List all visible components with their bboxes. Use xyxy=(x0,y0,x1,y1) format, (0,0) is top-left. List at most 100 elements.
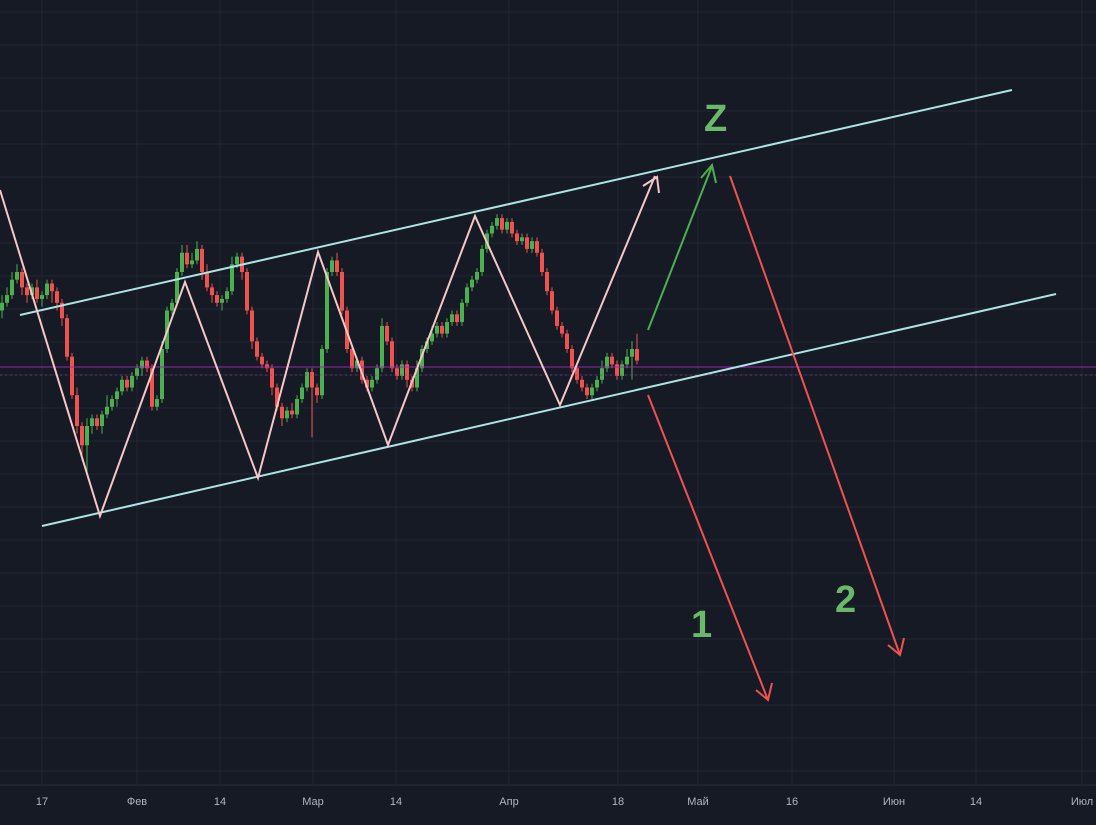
candle-body xyxy=(335,260,339,272)
candle xyxy=(70,352,74,400)
candle-body xyxy=(470,279,474,288)
candle xyxy=(525,233,529,253)
candle xyxy=(455,310,459,326)
candle-body xyxy=(340,272,344,311)
candle-body xyxy=(55,291,59,303)
channel-lower-line[interactable] xyxy=(41,293,1057,527)
candle xyxy=(475,268,479,284)
candle xyxy=(330,256,334,276)
candle xyxy=(615,360,619,380)
candle-body xyxy=(110,399,114,407)
time-axis-background xyxy=(0,786,1096,825)
candle xyxy=(20,268,24,296)
candle xyxy=(205,264,209,292)
candle xyxy=(265,360,269,373)
x-tick-label: Мар xyxy=(302,796,324,808)
candle-body xyxy=(305,372,309,388)
candle-body xyxy=(520,237,524,242)
x-tick-label: Июн xyxy=(883,796,905,808)
candle-body xyxy=(280,406,284,419)
candle-body xyxy=(290,410,294,415)
candle xyxy=(250,306,254,349)
candle-body xyxy=(190,260,194,265)
candle-body xyxy=(385,325,389,342)
candle xyxy=(10,272,14,299)
candle-body xyxy=(625,356,629,365)
x-tick-label: 18 xyxy=(612,796,624,808)
channel-upper-line[interactable] xyxy=(19,89,1013,316)
candle xyxy=(535,237,539,257)
candle xyxy=(600,360,604,384)
candle-body xyxy=(125,379,129,388)
label-2: 2 xyxy=(835,579,856,621)
candle-body xyxy=(210,287,214,296)
candle xyxy=(480,245,484,276)
candle-body xyxy=(570,349,574,369)
candle-body xyxy=(35,287,39,299)
candle-body xyxy=(605,356,609,369)
candle-body xyxy=(415,368,419,388)
candle xyxy=(445,318,449,338)
candle xyxy=(295,395,299,419)
candle xyxy=(180,245,184,276)
candle-body xyxy=(50,283,54,292)
candle-body xyxy=(615,364,619,376)
candle-body xyxy=(140,360,144,369)
candle xyxy=(115,387,119,407)
candle-body xyxy=(350,349,354,369)
candle-body xyxy=(395,368,399,376)
candle xyxy=(25,283,29,303)
candle xyxy=(60,298,64,326)
candle-body xyxy=(120,379,124,392)
candle xyxy=(550,287,554,315)
candle xyxy=(300,383,304,403)
candle xyxy=(580,375,584,392)
candle-body xyxy=(90,418,94,426)
x-tick-label: 16 xyxy=(786,796,798,808)
candle-body xyxy=(500,218,504,230)
candle-body xyxy=(70,356,74,396)
candle-body xyxy=(580,379,584,388)
candle xyxy=(170,298,174,315)
candle-body xyxy=(100,414,104,426)
zigzag-wave-line[interactable] xyxy=(0,175,656,520)
candle-body xyxy=(135,368,139,376)
candle-body xyxy=(85,426,89,446)
candle-body xyxy=(405,364,409,380)
candle xyxy=(160,341,164,403)
candle-body xyxy=(530,241,534,249)
candle-body xyxy=(490,225,494,234)
candle-body xyxy=(175,272,179,303)
candle-body xyxy=(610,356,614,365)
candle-body xyxy=(460,302,464,323)
down-arrow-2-line[interactable] xyxy=(729,175,901,656)
candle-body xyxy=(400,364,404,376)
candle-body xyxy=(545,272,549,292)
x-tick-label: Апр xyxy=(499,796,518,808)
candle xyxy=(435,322,439,338)
candle-body xyxy=(10,279,14,296)
candle xyxy=(500,214,504,234)
candle xyxy=(95,414,99,430)
candle-body xyxy=(270,368,274,388)
down-arrowhead-2 xyxy=(887,637,905,657)
candle-body xyxy=(155,399,159,407)
candle xyxy=(255,337,259,361)
candle-body xyxy=(295,399,299,415)
candle xyxy=(530,237,534,253)
up-arrow-line[interactable] xyxy=(647,165,713,331)
down-arrow-1-line[interactable] xyxy=(647,394,769,701)
candle-body xyxy=(25,287,29,296)
candle-body xyxy=(535,241,539,253)
candle xyxy=(375,364,379,384)
candle-series xyxy=(0,214,639,473)
time-axis[interactable]: 17 Фев 14 Мар 14 Апр 18 Май 16 Июн 14 Июл xyxy=(0,786,1096,825)
x-tick-label: Май xyxy=(687,796,709,808)
candle-body xyxy=(475,272,479,280)
candle xyxy=(380,318,384,373)
candle-body xyxy=(285,410,289,419)
candle-body xyxy=(560,325,564,334)
candle xyxy=(570,345,574,373)
candle-body xyxy=(245,272,249,311)
